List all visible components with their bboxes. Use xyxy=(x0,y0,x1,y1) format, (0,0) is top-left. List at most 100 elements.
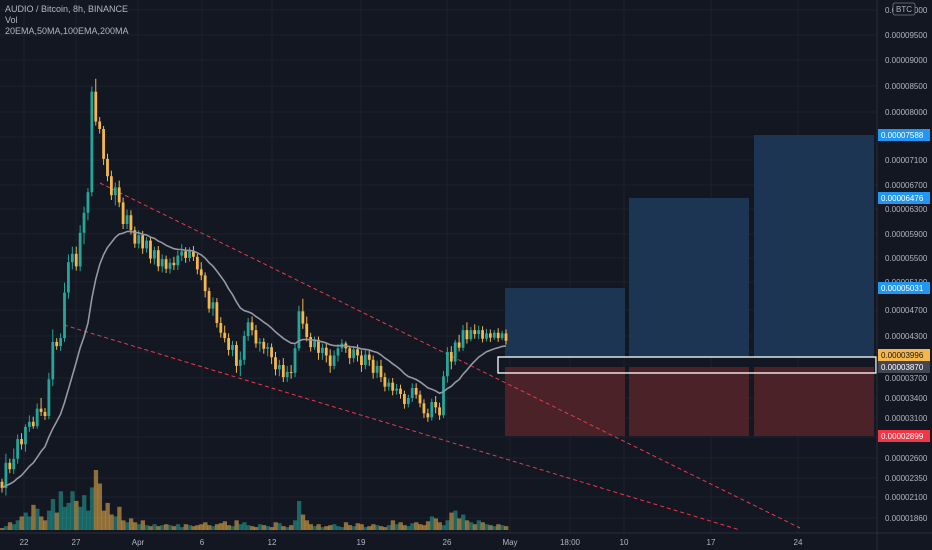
volume-bar xyxy=(257,524,263,530)
volume-bar xyxy=(164,524,169,530)
volume-bar xyxy=(152,524,157,530)
candle xyxy=(125,209,129,229)
candle xyxy=(231,340,234,357)
volume-bar xyxy=(50,499,56,530)
volume-bar xyxy=(398,522,403,530)
candle xyxy=(86,188,90,221)
volume-bar xyxy=(504,526,509,530)
candle-body xyxy=(176,255,180,266)
candle xyxy=(238,351,242,377)
candle xyxy=(395,384,399,395)
volume-bar xyxy=(15,520,20,530)
price-tick-label: 0.00002350 xyxy=(885,474,928,483)
price-tick-label: 0.00009500 xyxy=(885,31,928,40)
candle xyxy=(27,415,31,432)
volume-bar xyxy=(312,526,317,530)
volume-bar xyxy=(195,525,200,530)
candle xyxy=(67,254,70,299)
volume-bar xyxy=(422,525,427,530)
volume-bar xyxy=(324,526,329,530)
candle-body xyxy=(27,421,31,427)
candle-body xyxy=(348,348,352,359)
candle xyxy=(35,403,39,429)
candle xyxy=(207,287,211,313)
symbol-title: AUDIO / Bitcoin, 8h, BINANCE xyxy=(5,4,129,14)
candle-body xyxy=(125,215,129,224)
candle-body xyxy=(410,388,414,398)
candle-body xyxy=(332,355,336,366)
candle xyxy=(496,328,500,342)
candle xyxy=(109,170,113,200)
candle-body xyxy=(55,341,59,347)
volume-bar xyxy=(449,512,454,530)
candle xyxy=(320,343,324,360)
candle xyxy=(250,316,254,336)
candle-body xyxy=(309,337,313,348)
volume-bar xyxy=(371,524,376,530)
candle-body xyxy=(403,394,406,404)
volume-bar xyxy=(238,524,243,530)
candle-body xyxy=(391,382,395,391)
price-tag-target_3-label: 0.00007588 xyxy=(881,131,924,140)
price-tick-label: 0.00007100 xyxy=(885,156,928,165)
candle-body xyxy=(156,250,160,267)
volume-bar xyxy=(277,523,282,530)
volume-bar xyxy=(89,487,95,530)
volume-bar xyxy=(339,527,345,530)
candle-body xyxy=(47,379,51,416)
time-tick-label: 10 xyxy=(620,538,629,547)
candle-body xyxy=(145,240,148,249)
volume-bar xyxy=(414,522,419,530)
candle-body xyxy=(24,426,27,445)
volume-bar xyxy=(46,510,52,530)
candle-body xyxy=(375,365,379,373)
candle-body xyxy=(180,251,184,256)
time-tick-label: 12 xyxy=(268,538,277,547)
candle xyxy=(387,378,391,391)
volume-bar xyxy=(101,510,106,530)
candle-body xyxy=(51,341,55,380)
volume-bar xyxy=(476,520,482,530)
candle-body xyxy=(477,330,481,335)
volume-bar xyxy=(136,524,142,530)
volume-bar xyxy=(457,518,462,530)
candle xyxy=(129,210,133,235)
price-tick-label: 0.00002100 xyxy=(885,493,928,502)
candle-body xyxy=(305,323,309,338)
volume-bar xyxy=(265,526,271,530)
candle xyxy=(149,236,152,264)
candle-body xyxy=(422,403,426,414)
candle xyxy=(391,378,395,396)
candle xyxy=(74,246,78,271)
candle-body xyxy=(430,402,434,418)
candle xyxy=(168,258,172,274)
candle xyxy=(399,384,402,399)
candle xyxy=(360,350,363,372)
candle-body xyxy=(492,332,496,338)
price-tick-label: 0.00008000 xyxy=(885,108,928,117)
volume-bar xyxy=(187,525,192,530)
volume-bar xyxy=(308,524,314,530)
candle-body xyxy=(164,259,168,269)
candle-body xyxy=(371,359,375,373)
candle xyxy=(445,347,449,383)
volume-bar xyxy=(429,516,435,530)
volume-bar xyxy=(355,523,360,530)
volume-bar xyxy=(441,525,446,530)
volume-bar xyxy=(273,522,278,530)
currency-badge[interactable] xyxy=(892,2,916,16)
candle xyxy=(336,344,340,362)
volume-bar xyxy=(390,520,396,530)
candle xyxy=(481,326,484,343)
candle-body xyxy=(297,311,301,349)
candle xyxy=(270,343,273,365)
candle xyxy=(465,322,469,344)
volume-bars xyxy=(0,470,509,530)
volume-bar xyxy=(351,526,356,530)
candle xyxy=(281,358,285,382)
candle xyxy=(500,330,504,341)
time-tick-label: 24 xyxy=(794,538,803,547)
volume-bar xyxy=(437,522,442,530)
volume-bar xyxy=(211,526,216,530)
